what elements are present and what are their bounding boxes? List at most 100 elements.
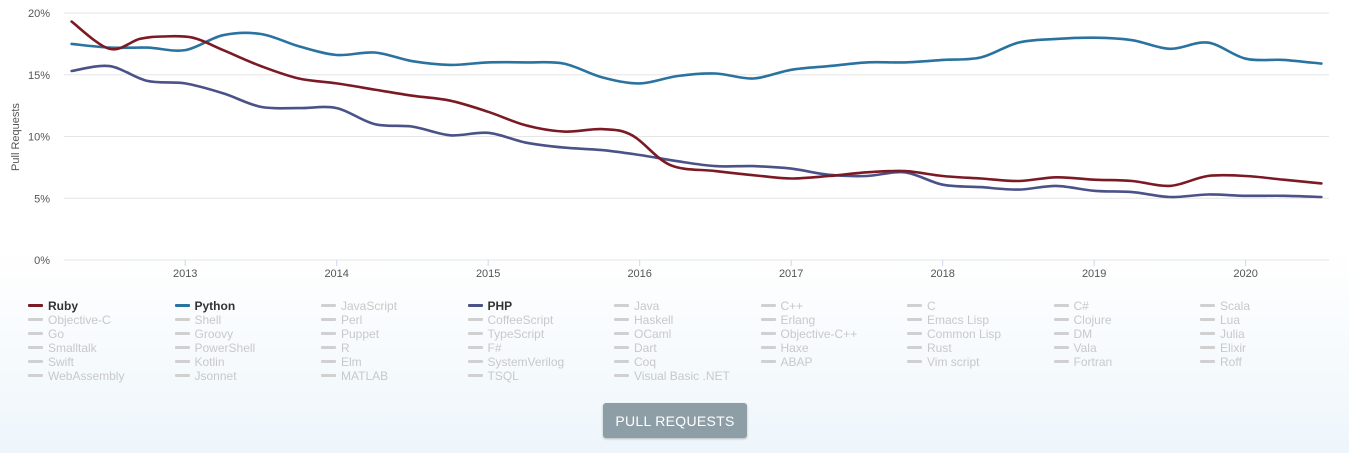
legend-swatch [1053,346,1069,350]
legend-item-vim-script[interactable]: Vim script [907,355,979,369]
legend-item-swift[interactable]: Swift [28,355,74,369]
legend-item-ruby[interactable]: Ruby [28,299,78,313]
legend-swatch [1200,346,1215,350]
legend-item-c[interactable]: C [907,299,936,313]
legend-label: Roff [1220,355,1242,369]
legend-item-f[interactable]: F# [467,341,502,355]
legend-swatch [760,332,776,336]
legend-swatch [174,318,190,322]
legend-label: Puppet [341,327,380,341]
legend-item-visual-basic-net[interactable]: Visual Basic .NET [614,369,730,383]
legend-label: Perl [341,313,363,327]
legend-swatch [614,318,629,322]
legend-item-objective-c[interactable]: Objective-C [28,313,111,327]
legend-item-vala[interactable]: Vala [1053,341,1097,355]
legend-item-rust[interactable]: Rust [907,341,952,355]
x-tick-label: 2016 [627,268,651,280]
legend-label: OCaml [634,327,672,341]
legend-swatch [614,374,629,378]
legend-item-haxe[interactable]: Haxe [760,341,809,355]
legend-swatch [174,374,190,378]
legend-label: Swift [48,355,75,369]
legend-label: Erlang [780,313,816,327]
legend-item-common-lisp[interactable]: Common Lisp [907,327,1001,341]
y-tick-label: 0% [34,255,50,267]
legend-item-elm[interactable]: Elm [321,355,362,369]
legend-label: MATLAB [341,369,389,383]
legend-label: Ruby [48,299,78,313]
legend-item-javascript[interactable]: JavaScript [321,299,397,313]
legend-item-elixir[interactable]: Elixir [1200,341,1246,355]
pull-requests-button[interactable]: PULL REQUESTS [603,403,747,438]
legend-item-dm[interactable]: DM [1053,327,1092,341]
legend-item-python[interactable]: Python [174,299,235,313]
legend-item-objective-c[interactable]: Objective-C++ [760,327,857,341]
series-line-ruby [70,20,1323,188]
series-line-php [70,64,1323,199]
legend-swatch [614,360,629,364]
legend-swatch [321,304,336,308]
legend-item-perl[interactable]: Perl [321,313,362,327]
x-tick-label: 2020 [1233,268,1257,280]
legend-label: Fortran [1073,355,1113,369]
legend-swatch [907,304,922,308]
legend-item-fortran[interactable]: Fortran [1053,355,1113,369]
legend-item-ocaml[interactable]: OCaml [614,327,671,341]
legend-item-tsql[interactable]: TSQL [467,369,519,383]
legend-label: C++ [780,299,804,313]
legend-item-shell[interactable]: Shell [174,313,222,327]
legend-item-systemverilog[interactable]: SystemVerilog [467,355,564,369]
legend-item-roff[interactable]: Roff [1200,355,1242,369]
legend-item-emacs-lisp[interactable]: Emacs Lisp [907,313,989,327]
legend-label: Haxe [780,341,809,355]
legend-label: Scala [1220,299,1251,313]
series-line-python [70,31,1323,85]
legend-label: CoffeeScript [487,313,554,327]
legend-swatch [907,360,922,364]
legend-label: Vala [1073,341,1097,355]
legend-item-java[interactable]: Java [614,299,659,313]
legend-item-matlab[interactable]: MATLAB [321,369,388,383]
legend-item-coffeescript[interactable]: CoffeeScript [467,313,554,327]
y-tick-label: 5% [34,193,50,205]
legend-swatch [907,346,922,350]
legend-swatch [174,304,190,308]
legend-item-c[interactable]: C# [1053,299,1089,313]
legend-item-haskell[interactable]: Haskell [614,313,673,327]
legend-swatch [467,374,483,378]
legend-item-r[interactable]: R [321,341,350,355]
legend-swatch [467,360,483,364]
legend-label: R [341,341,350,355]
legend-label: C [927,299,936,313]
legend-item-go[interactable]: Go [28,327,64,341]
legend-swatch [28,360,43,364]
legend-item-php[interactable]: PHP [467,299,512,313]
legend-item-groovy[interactable]: Groovy [174,327,233,341]
legend-swatch [174,332,190,336]
legend-item-scala[interactable]: Scala [1200,299,1250,313]
legend-item-dart[interactable]: Dart [614,341,657,355]
legend-label: Lua [1220,313,1241,327]
legend-label: Objective-C [48,313,111,327]
legend-item-erlang[interactable]: Erlang [760,313,816,327]
legend-swatch [1200,304,1215,308]
legend-item-smalltalk[interactable]: Smalltalk [28,341,97,355]
legend-label: Java [634,299,660,313]
legend-item-abap[interactable]: ABAP [760,355,813,369]
legend-item-coq[interactable]: Coq [614,355,656,369]
legend-item-clojure[interactable]: Clojure [1053,313,1112,327]
legend-item-typescript[interactable]: TypeScript [467,327,544,341]
legend-item-kotlin[interactable]: Kotlin [174,355,225,369]
legend-item-jsonnet[interactable]: Jsonnet [174,369,237,383]
legend-label: Shell [194,313,222,327]
legend-label: Coq [634,355,657,369]
legend-label: Clojure [1073,313,1112,327]
legend-item-powershell[interactable]: PowerShell [174,341,255,355]
legend-item-lua[interactable]: Lua [1200,313,1240,327]
legend-item-webassembly[interactable]: WebAssembly [28,369,124,383]
legend-item-julia[interactable]: Julia [1200,327,1245,341]
legend-label: Emacs Lisp [927,313,990,327]
legend-label: Smalltalk [48,341,97,355]
legend-item-c[interactable]: C++ [760,299,804,313]
legend-item-puppet[interactable]: Puppet [321,327,379,341]
